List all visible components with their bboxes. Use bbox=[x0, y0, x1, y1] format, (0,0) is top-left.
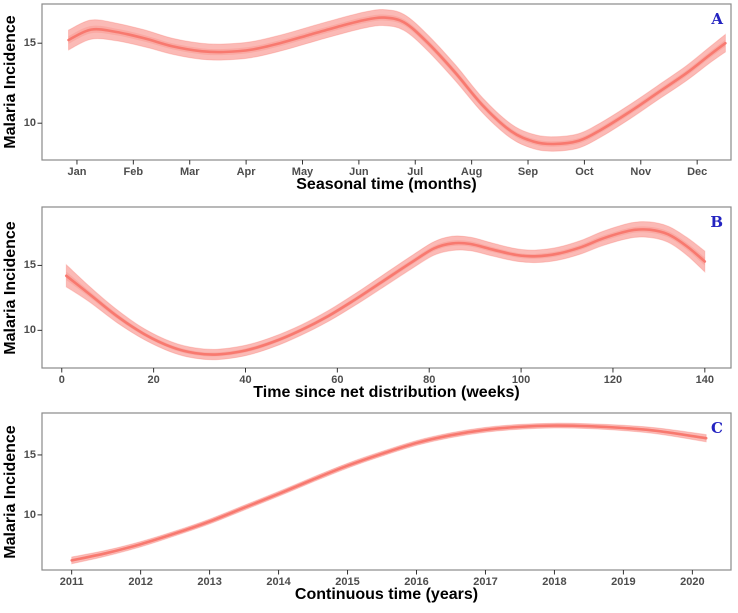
x-tick-label: Mar bbox=[179, 166, 200, 178]
y-tick-label: 15 bbox=[23, 259, 36, 272]
panel-letter-c: C bbox=[711, 419, 723, 437]
x-tick-label: Jan bbox=[67, 166, 87, 178]
x-tick-label: 2012 bbox=[128, 576, 153, 588]
y-tick-label: 10 bbox=[23, 508, 36, 521]
x-tick-label: 40 bbox=[239, 374, 252, 386]
x-tick-label: Jul bbox=[407, 166, 424, 178]
x-tick-label: Aug bbox=[460, 166, 483, 178]
x-tick-label: Jun bbox=[349, 166, 369, 178]
y-tick-label: 15 bbox=[23, 448, 36, 461]
x-tick-label: Feb bbox=[123, 166, 144, 178]
x-tick-label: Dec bbox=[687, 166, 708, 178]
x-tick-label: 80 bbox=[423, 374, 436, 386]
x-tick-label: Apr bbox=[236, 166, 256, 178]
x-tick-label: 120 bbox=[603, 374, 623, 386]
x-axis-title-panel-c: Continuous time (years) bbox=[294, 586, 479, 603]
x-tick-label: Nov bbox=[630, 166, 652, 178]
y-tick-label: 15 bbox=[23, 37, 36, 50]
x-tick-label: May bbox=[291, 166, 314, 178]
x-tick-label: 20 bbox=[147, 374, 160, 386]
x-tick-label: 2013 bbox=[197, 576, 222, 588]
y-tick-label: 10 bbox=[23, 117, 36, 130]
x-tick-label: 2017 bbox=[473, 576, 498, 588]
x-tick-label: 2011 bbox=[59, 576, 84, 588]
x-tick-label: Oct bbox=[575, 166, 594, 178]
x-tick-label: 2014 bbox=[266, 576, 291, 588]
x-axis-title-panel-a: Seasonal time (months) bbox=[296, 176, 477, 193]
x-tick-label: 2019 bbox=[611, 576, 636, 588]
x-tick-label: 2015 bbox=[335, 576, 360, 588]
x-tick-label: 2016 bbox=[404, 576, 429, 588]
y-axis-title-panel-a: Malaria Incidence bbox=[2, 15, 19, 149]
x-tick-label: 60 bbox=[331, 374, 344, 386]
x-tick-label: 2018 bbox=[542, 576, 567, 588]
x-tick-label: 140 bbox=[695, 374, 714, 386]
x-tick-label: 100 bbox=[511, 374, 531, 386]
x-tick-label: 0 bbox=[58, 374, 65, 386]
y-axis-title-panel-b: Malaria Incidence bbox=[2, 220, 19, 355]
x-tick-label: Sep bbox=[517, 166, 539, 178]
panel-letter-b: B bbox=[710, 213, 723, 231]
x-tick-label: 2020 bbox=[680, 576, 705, 588]
y-axis-title-panel-c: Malaria Incidence bbox=[2, 424, 19, 559]
panel-letter-a: A bbox=[711, 10, 723, 28]
x-axis-title-panel-b: Time since net distribution (weeks) bbox=[253, 384, 520, 401]
y-tick-label: 10 bbox=[23, 324, 36, 337]
